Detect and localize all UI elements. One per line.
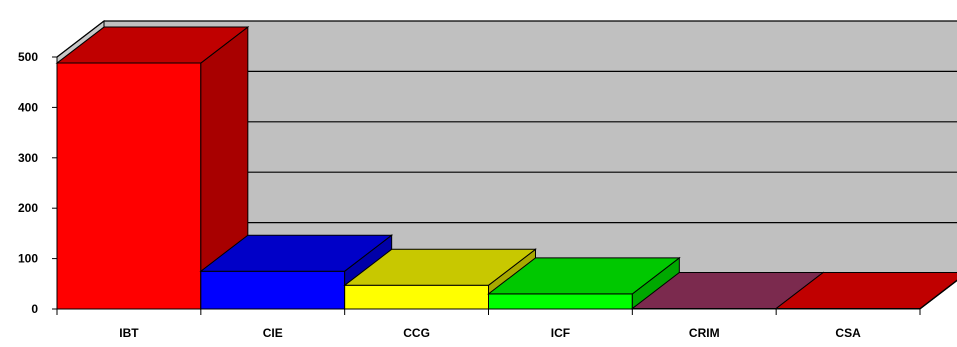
bar-front (344, 284, 489, 310)
bar-csa (774, 271, 957, 311)
bar-icf (487, 256, 681, 311)
x-category-label: ICF (551, 326, 570, 340)
bar-front (200, 270, 346, 310)
bar-front (56, 62, 202, 310)
x-category-label: CRIM (689, 326, 720, 340)
bar-ibt (55, 26, 250, 311)
y-tick-label: 500 (18, 50, 38, 64)
chart-bars (55, 26, 957, 311)
y-axis-tick-labels: 0 100 200 300 400 500 (18, 50, 38, 316)
x-category-label: CSA (835, 326, 861, 340)
x-category-label: CCG (403, 326, 430, 340)
y-tick-label: 0 (31, 302, 38, 316)
y-tick-label: 200 (18, 201, 38, 215)
bar-top (199, 234, 394, 272)
y-tick-label: 400 (18, 100, 38, 114)
y-tick-label: 100 (18, 252, 38, 266)
bar-top (55, 26, 250, 64)
y-tick-label: 300 (18, 151, 38, 165)
bar-top (343, 248, 537, 286)
x-category-label: IBT (119, 326, 139, 340)
x-axis-category-labels: IBT CIE CCG ICF CRIM CSA (119, 326, 861, 340)
bar-top (774, 271, 957, 309)
bar-top (487, 257, 681, 295)
x-category-label: CIE (263, 326, 283, 340)
gridline (56, 20, 957, 58)
bar-front (488, 293, 633, 310)
